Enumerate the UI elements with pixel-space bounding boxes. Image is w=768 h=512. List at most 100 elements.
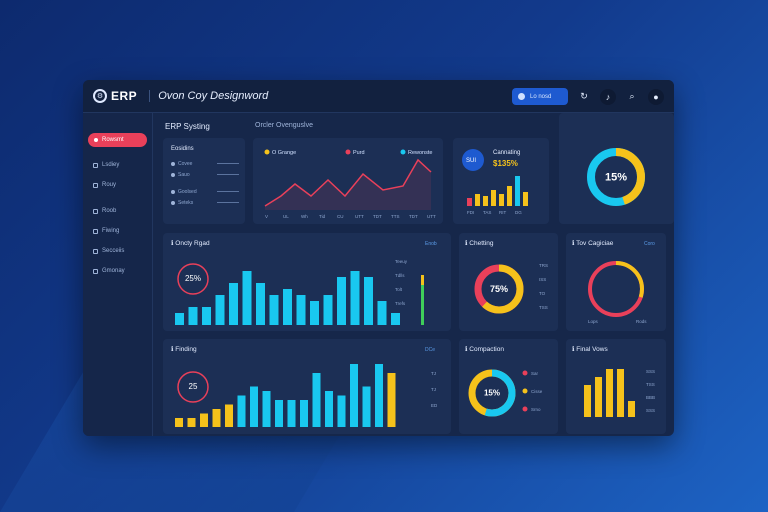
bar	[175, 418, 183, 427]
side-label: TJ	[431, 387, 436, 392]
side-label: Trefs	[395, 301, 406, 306]
x-tick-label: DG	[515, 210, 522, 215]
bar	[175, 313, 184, 325]
bar	[377, 301, 387, 325]
x-tick-label: Tid	[319, 214, 326, 219]
bar	[617, 369, 624, 417]
bar	[296, 295, 306, 325]
sidebar-item[interactable]: Roob	[83, 201, 152, 221]
x-tick-label: TAS	[483, 210, 491, 215]
dashboard-window: ⚙ ERP Ovon Coy Designword Lo nosd ↻ ♪ ⌕ …	[83, 80, 674, 436]
legend-label: Rewonste	[408, 150, 432, 156]
control-row[interactable]: Sauo	[171, 169, 239, 180]
bar	[337, 277, 346, 325]
side-label: TRS	[539, 263, 548, 268]
menu-icon	[93, 162, 98, 168]
line-chart-card: O Grange Purd Rewonste V UL Wh Tid CU UTT TDT TTS T…	[253, 138, 443, 224]
donut-value: 75%	[490, 284, 508, 294]
bar	[375, 364, 383, 427]
bar	[364, 277, 373, 325]
sidebar-item[interactable]: Secceiis	[83, 241, 152, 261]
x-tick-label: TDT	[409, 214, 418, 219]
section-subtitle: Orcler Ovenguslve	[255, 122, 313, 129]
toggle-icon	[518, 93, 525, 100]
side-label: TSS	[646, 382, 655, 387]
header-actions: Lo nosd ↻ ♪ ⌕ ●	[512, 88, 664, 105]
legend-label: DCe	[425, 347, 435, 353]
donut-value: 15%	[605, 172, 627, 184]
control-label: Covee	[178, 160, 193, 167]
sidebar-item[interactable]: Gmonay	[83, 261, 152, 281]
x-tick-label: UTT	[427, 214, 436, 219]
slider-track	[217, 174, 239, 175]
menu-icon	[93, 268, 98, 274]
legend-label: O Grange	[272, 150, 296, 156]
slider-track	[217, 202, 239, 203]
control-row[interactable]: Goolsed	[171, 186, 239, 197]
bar	[188, 307, 198, 325]
bar	[507, 186, 512, 206]
ring-card: ℹ Tov Cagiciae Coro Lops Rods	[566, 233, 666, 331]
x-tick-label: FDI	[467, 210, 474, 215]
legend-label: Purd	[353, 150, 365, 156]
bell-icon[interactable]: ♪	[600, 88, 616, 105]
dot-icon	[94, 138, 98, 142]
page-title: Ovon Coy Designword	[158, 90, 269, 102]
top-header: ⚙ ERP Ovon Coy Designword Lo nosd ↻ ♪ ⌕ …	[83, 80, 674, 113]
sidebar-item[interactable]: Rouy	[83, 175, 152, 195]
control-label: Goolsed	[178, 188, 197, 195]
search-icon[interactable]: ⌕	[629, 91, 635, 101]
kpi-value: $135%	[493, 159, 518, 168]
card-title: ℹ Oncty Rgad	[171, 239, 210, 247]
bar	[256, 283, 265, 325]
gear-logo-icon: ⚙	[93, 89, 107, 103]
legend-dot	[522, 406, 528, 412]
header-button[interactable]: Lo nosd	[512, 88, 568, 105]
legend-label: Coro	[644, 241, 655, 247]
mid-donut-chart: ℹ Chetting 75% TRS ISS TO TSS	[465, 239, 548, 314]
bottom-donut-chart: ℹ Compaction 15% Sar Cisse Srno	[465, 345, 543, 417]
bar	[262, 391, 271, 427]
bar	[467, 198, 472, 206]
final-bar-chart: ℹ Final Vows SSS TSS BBB SSS	[572, 345, 655, 417]
side-label: SSS	[646, 408, 655, 413]
dot-icon	[171, 161, 175, 166]
side-label: BBB	[646, 395, 655, 400]
sidebar-item[interactable]: Lsdiey	[83, 155, 152, 175]
x-tick-label: V	[265, 214, 268, 219]
dot-icon	[171, 200, 175, 205]
bar	[491, 190, 496, 206]
ring-chart: ℹ Tov Cagiciae Coro Lops Rods	[572, 239, 655, 324]
x-tick-label: RIT	[499, 210, 507, 215]
sidebar-item-active[interactable]: Rowsmt	[88, 133, 147, 147]
bar	[628, 401, 635, 417]
bar	[242, 271, 252, 325]
bar	[215, 295, 225, 325]
sidebar-item[interactable]: Fiwing	[83, 221, 152, 241]
sidebar-item-label: Rouy	[102, 182, 117, 188]
header-button-label: Lo nosd	[530, 93, 552, 100]
user-icon[interactable]: ●	[648, 88, 664, 105]
logo-text: ERP	[111, 89, 138, 103]
legend-dot	[522, 370, 528, 376]
card-title: Cannating	[493, 150, 520, 156]
indicator-bar	[421, 275, 424, 325]
bar	[269, 295, 279, 325]
control-label: Seteks	[178, 199, 194, 206]
bar	[237, 395, 246, 427]
bottom-bar-chart: ℹ Finding DCe 25 TJ TJ ED	[171, 345, 438, 427]
logo[interactable]: ⚙ ERP	[93, 89, 137, 103]
card-title: ℹ Final Vows	[572, 345, 608, 353]
side-label: ED	[431, 403, 438, 408]
control-row[interactable]: Covee	[171, 158, 239, 169]
bar	[229, 283, 238, 325]
bar	[595, 377, 602, 417]
ring-label: Rods	[636, 319, 647, 324]
bar	[350, 364, 358, 427]
mid-bar-chart: ℹ Oncty Rgad Enob 25% Teeuy Tdlls Tolt Trefs	[171, 239, 437, 325]
refresh-icon[interactable]: ↻	[580, 91, 588, 101]
badge-circle	[462, 149, 484, 171]
side-label: Tolt	[395, 287, 403, 292]
control-row[interactable]: Seteks	[171, 197, 239, 208]
sidebar-item-label: Fiwing	[102, 228, 120, 234]
